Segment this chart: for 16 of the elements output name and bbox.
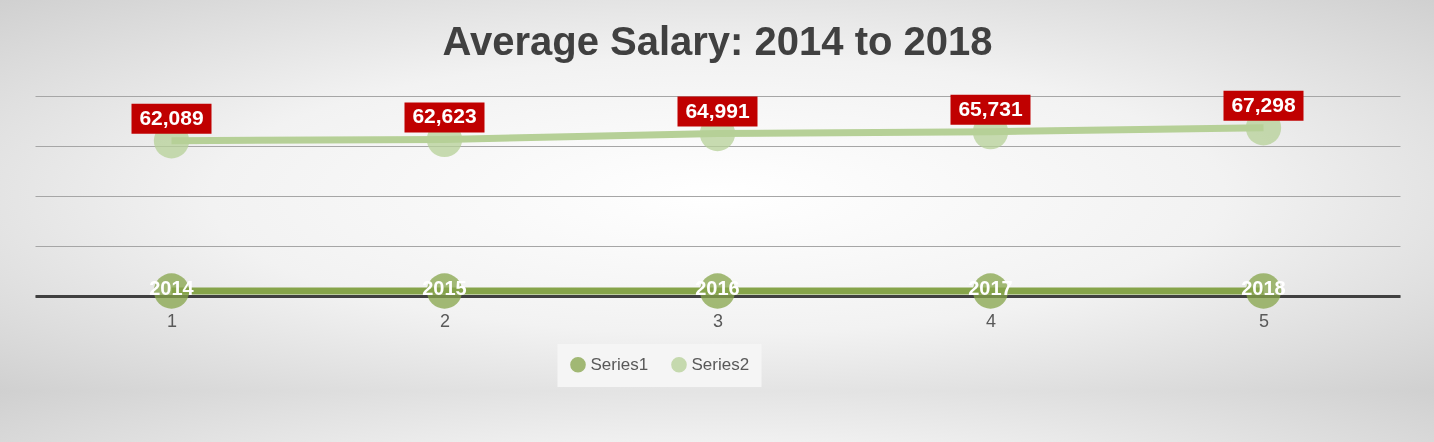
x-tick-label: 1 [166,310,178,331]
data-label: 2017 [968,276,1013,299]
x-tick-label: 3 [712,310,724,331]
data-label: 2016 [695,276,740,299]
data-label: 62,623 [412,104,477,128]
data-label: 62,089 [139,105,204,129]
x-tick-label: 4 [985,310,997,331]
legend-label: Series2 [691,354,750,374]
data-label: 2015 [422,276,467,299]
legend-label: Series1 [590,354,649,374]
data-label: 65,731 [958,96,1023,120]
x-tick-label: 2 [439,310,451,331]
data-label: 67,298 [1231,92,1296,116]
x-tick-label: 5 [1258,310,1270,331]
data-label: 64,991 [685,98,750,122]
chart-title: Average Salary: 2014 to 2018 [442,18,993,63]
